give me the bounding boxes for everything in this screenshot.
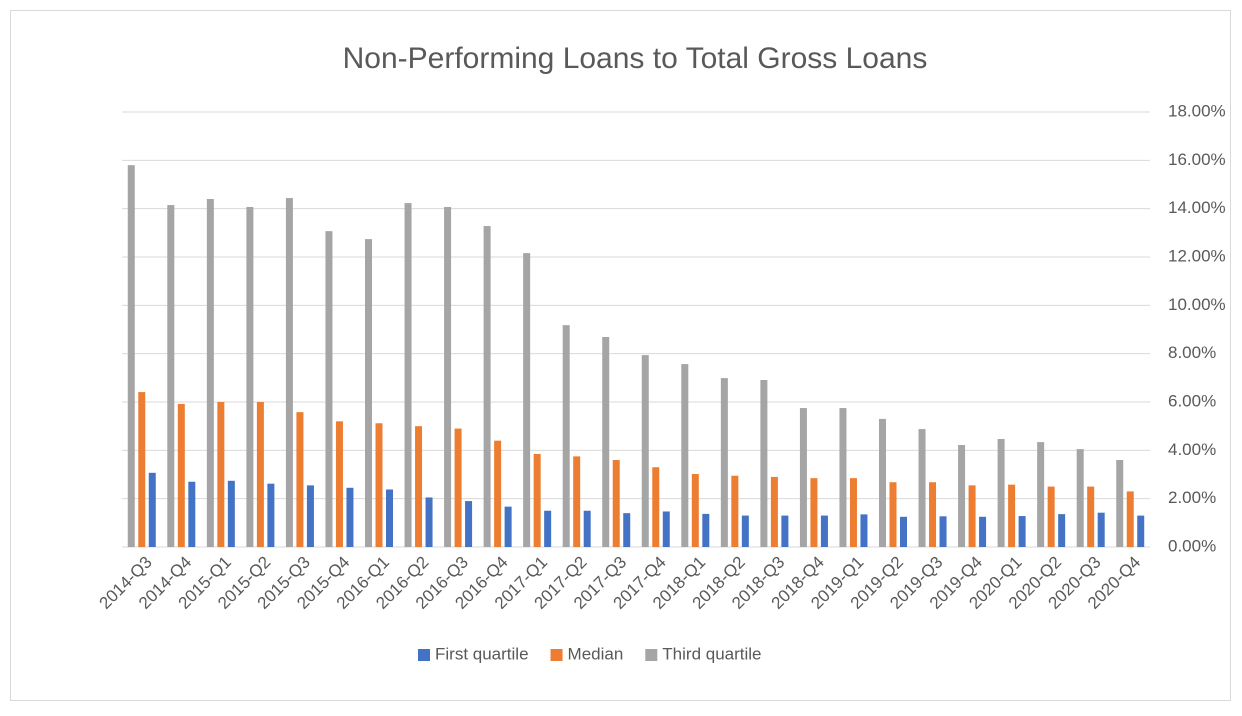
- bar: [483, 226, 491, 548]
- bar: [799, 408, 807, 547]
- bar: [206, 199, 214, 547]
- y-tick-label: 0.00%: [1168, 536, 1216, 555]
- y-tick-label: 10.00%: [1168, 295, 1226, 314]
- bar: [267, 483, 275, 547]
- y-tick-label: 4.00%: [1168, 440, 1216, 459]
- bar: [227, 480, 235, 547]
- bar: [918, 429, 926, 547]
- bar: [1087, 486, 1095, 547]
- bar: [177, 403, 185, 547]
- bar: [889, 482, 897, 547]
- bar: [465, 501, 473, 547]
- bar: [612, 460, 620, 547]
- bar: [1047, 486, 1055, 547]
- bar: [375, 423, 383, 547]
- bar: [583, 510, 591, 547]
- bar: [188, 481, 196, 547]
- bar: [386, 489, 393, 547]
- bar: [494, 440, 502, 547]
- bar: [929, 482, 937, 547]
- bar: [681, 364, 689, 547]
- bar: [1116, 460, 1124, 547]
- legend-swatch: [550, 649, 563, 661]
- bar: [167, 205, 175, 547]
- bar: [504, 506, 512, 547]
- bar: [741, 515, 749, 547]
- bar: [1058, 514, 1066, 547]
- bar: [849, 478, 857, 547]
- bar: [533, 453, 541, 547]
- bar: [623, 513, 631, 547]
- bar: [662, 511, 670, 547]
- bar: [602, 336, 610, 547]
- bar: [1137, 515, 1145, 547]
- bar: [1037, 442, 1045, 547]
- bar: [1076, 449, 1084, 547]
- bar: [296, 412, 304, 547]
- bar: [641, 355, 649, 547]
- bar: [544, 510, 552, 547]
- legend-label: Median: [568, 644, 624, 663]
- y-tick-label: 2.00%: [1168, 488, 1216, 507]
- legend-label: Third quartile: [662, 644, 761, 663]
- bar: [306, 485, 314, 547]
- bar: [958, 445, 966, 547]
- legend-swatch: [645, 649, 658, 661]
- bar: [900, 516, 907, 547]
- bar: [1018, 516, 1026, 547]
- legend-label: First quartile: [435, 644, 529, 663]
- bar: [1008, 484, 1016, 547]
- bar: [425, 497, 433, 547]
- bar: [1097, 512, 1105, 547]
- bar: [404, 203, 412, 547]
- y-tick-label: 6.00%: [1168, 391, 1216, 410]
- legend-swatch: [418, 649, 430, 661]
- bar: [968, 485, 976, 547]
- bar: [573, 456, 581, 547]
- bar: [810, 478, 818, 547]
- bar: [760, 380, 768, 547]
- bar: [702, 513, 710, 547]
- bar: [415, 426, 423, 547]
- bar: [979, 516, 987, 547]
- bar: [256, 402, 264, 547]
- bar: [731, 475, 739, 547]
- bar: [523, 253, 531, 547]
- bar: [148, 472, 156, 547]
- y-tick-label: 12.00%: [1168, 246, 1226, 265]
- bar: [720, 378, 728, 547]
- y-tick-label: 8.00%: [1168, 343, 1216, 362]
- bar: [1126, 491, 1134, 547]
- bar: [839, 408, 847, 547]
- bar: [127, 165, 135, 547]
- bar: [346, 487, 354, 547]
- bar: [562, 325, 570, 547]
- bar: [691, 474, 699, 547]
- bar: [246, 206, 254, 547]
- y-tick-label: 16.00%: [1168, 150, 1226, 169]
- bar: [860, 514, 868, 547]
- chart-title: Non-Performing Loans to Total Gross Loan…: [343, 42, 928, 75]
- bar: [325, 231, 333, 547]
- bar: [365, 239, 372, 547]
- bar: [652, 467, 660, 547]
- bar: [770, 476, 778, 547]
- bar: [217, 402, 225, 547]
- bar: [335, 421, 343, 547]
- bar: [997, 438, 1005, 547]
- bar: [444, 206, 452, 547]
- bar: [781, 515, 789, 547]
- bar: [820, 515, 828, 547]
- y-tick-label: 18.00%: [1168, 101, 1226, 120]
- bar: [454, 428, 462, 547]
- bar: [939, 516, 947, 547]
- bar: [879, 418, 886, 547]
- bar: [138, 392, 146, 547]
- bar: [285, 198, 293, 548]
- y-tick-label: 14.00%: [1168, 198, 1226, 217]
